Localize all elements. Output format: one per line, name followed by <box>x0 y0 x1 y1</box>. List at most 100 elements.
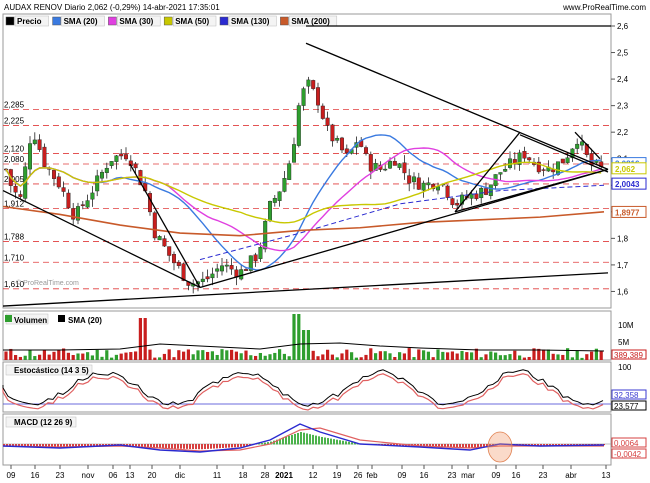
macd-histogram-bar <box>18 444 20 447</box>
macd-histogram-bar <box>453 444 455 448</box>
x-tick-label: 13 <box>602 471 611 480</box>
volume-bar <box>513 350 517 360</box>
volume-bar <box>52 351 56 360</box>
legend-item-bg <box>61 15 105 27</box>
x-tick-label: 19 <box>333 471 342 480</box>
volume-bar <box>206 351 210 360</box>
volume-bar <box>388 353 392 360</box>
macd-histogram-bar <box>309 434 311 445</box>
price-badge-label: 1,8977 <box>615 208 640 217</box>
candle-body <box>119 153 124 157</box>
price-badge <box>611 177 647 190</box>
candle-body <box>171 254 176 264</box>
macd-histogram-bar <box>36 444 38 447</box>
macd-histogram-bar <box>240 444 242 447</box>
candle-body <box>80 204 85 206</box>
volume-bar <box>446 352 450 360</box>
macd-histogram-bar <box>231 444 233 448</box>
candle-body <box>123 154 128 160</box>
brand-link: www.ProRealTime.com <box>562 3 646 12</box>
macd-histogram-bar <box>126 444 128 446</box>
macd-histogram-bar <box>213 444 215 449</box>
stoch-signal-line <box>2 373 604 411</box>
macd-histogram-bar <box>393 444 395 446</box>
volume-bar <box>455 353 459 360</box>
macd-histogram-bar <box>219 444 221 449</box>
candle-body <box>243 269 248 271</box>
macd-histogram-bar <box>396 444 398 446</box>
candle-body <box>219 265 224 272</box>
candle-body <box>104 167 109 173</box>
volume-bar <box>71 355 75 360</box>
candle-body <box>412 176 417 183</box>
volume-bar <box>14 355 18 360</box>
volume-bar <box>134 351 138 360</box>
candle-body <box>42 146 47 167</box>
candle-body <box>162 238 167 247</box>
candle-body <box>364 147 369 154</box>
macd-histogram-bar <box>528 444 530 446</box>
line-swatch <box>108 16 117 26</box>
volume-bar <box>210 351 214 360</box>
candle-body <box>157 236 162 241</box>
trend-line <box>199 168 609 289</box>
reference-level-label: 2,120 <box>4 144 25 153</box>
macd-histogram-bar <box>210 444 212 449</box>
candle-body <box>200 278 205 282</box>
stoch-badge-label: 23,577 <box>614 402 639 411</box>
volume-bar <box>18 356 22 360</box>
candle-body <box>292 144 297 163</box>
macd-histogram-bar <box>390 444 392 446</box>
macd-histogram-bar <box>573 444 575 446</box>
candle-body <box>565 157 570 163</box>
volume-bar <box>570 357 574 360</box>
macd-histogram-bar <box>189 444 191 449</box>
macd-histogram-bar <box>306 433 308 445</box>
volume-bar <box>282 353 286 360</box>
volume-bar <box>479 357 483 360</box>
x-tick-label: mar <box>461 471 475 480</box>
sma50-line <box>5 161 602 224</box>
volume-bar <box>239 353 243 360</box>
macd-histogram-bar <box>300 432 302 445</box>
volume-bar <box>350 352 354 360</box>
volume-bar <box>254 355 258 360</box>
volume-bar <box>100 356 104 360</box>
price-badge <box>611 205 647 218</box>
y-tick-label: 1,7 <box>617 261 629 270</box>
macd-histogram-bar <box>243 444 245 447</box>
volume-bar <box>105 350 109 360</box>
volume-badge <box>611 349 647 360</box>
macd-histogram-bar <box>6 444 8 446</box>
macd-histogram-bar <box>9 444 11 446</box>
volume-bar <box>57 349 61 360</box>
candle-body <box>556 161 561 175</box>
volume-bar <box>474 348 478 360</box>
macd-histogram-bar <box>168 444 170 449</box>
price-badge-label: 2,0043 <box>615 180 640 189</box>
chart-title: AUDAX RENOV Diario 2,062 (-0,29%) 14-abr… <box>4 3 220 12</box>
volume-bar <box>186 349 190 360</box>
line-swatch <box>280 16 289 26</box>
macd-histogram-bar <box>471 444 473 448</box>
candle-body <box>445 185 450 198</box>
candle-body <box>306 79 311 87</box>
candle-body <box>316 87 321 106</box>
macd-histogram-bar <box>267 442 269 445</box>
macd-histogram-bar <box>258 443 260 445</box>
candle-body <box>330 124 335 142</box>
trend-line <box>305 42 609 170</box>
volume-bar <box>201 350 205 360</box>
macd-histogram-bar <box>27 444 29 447</box>
macd-histogram-bar <box>69 444 71 447</box>
candle-body <box>277 191 282 201</box>
volume-bar <box>90 355 94 360</box>
volume-bar <box>489 351 493 360</box>
macd-histogram-bar <box>330 438 332 445</box>
macd-histogram-bar <box>147 444 149 448</box>
legend-item-3: SMA (50) <box>175 17 209 26</box>
macd-histogram-bar <box>435 444 437 447</box>
candle-body <box>325 117 330 126</box>
candle-body <box>320 105 325 119</box>
